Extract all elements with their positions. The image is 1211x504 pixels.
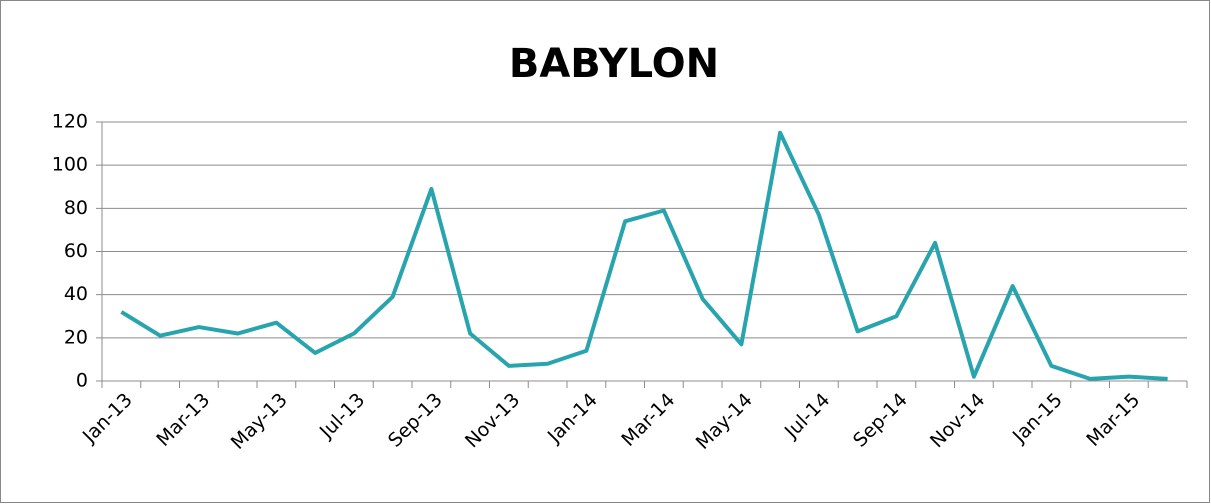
y-tick-label: 40 bbox=[64, 283, 88, 305]
y-tick-label: 60 bbox=[64, 240, 88, 262]
y-tick-label: 120 bbox=[52, 111, 88, 133]
series-line bbox=[120, 130, 1168, 381]
chart-title: BABYLON bbox=[509, 41, 719, 87]
y-tick-label: 80 bbox=[64, 197, 88, 219]
y-tick-label: 0 bbox=[76, 370, 88, 392]
y-tick-label: 20 bbox=[64, 326, 88, 348]
y-tick-label: 100 bbox=[52, 154, 88, 176]
